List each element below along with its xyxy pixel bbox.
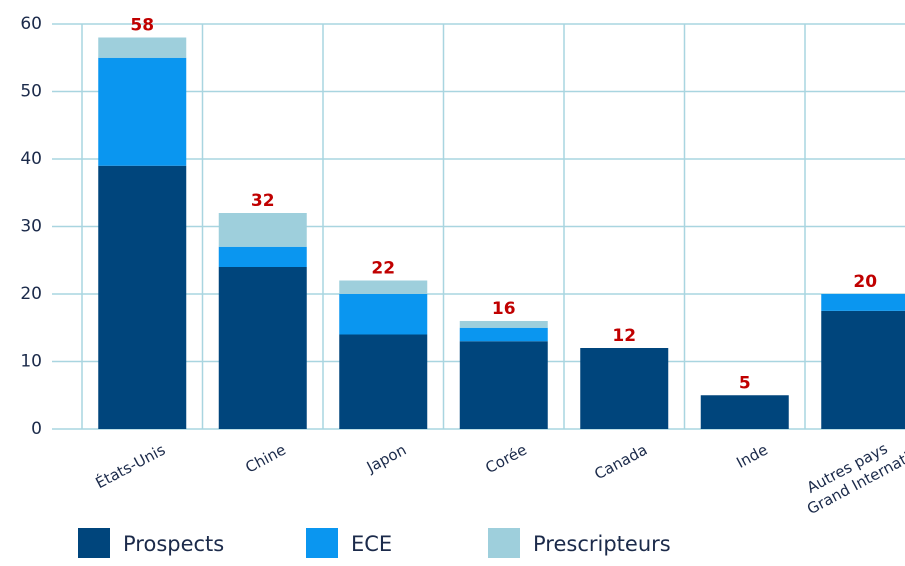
- bar-segment: [218, 213, 307, 247]
- y-tick-label: 50: [20, 82, 42, 102]
- total-label: 22: [371, 259, 395, 279]
- legend-label: ECE: [351, 532, 392, 556]
- x-tick-label: États-Unis: [92, 440, 168, 493]
- x-tick-label: Inde: [733, 441, 770, 472]
- y-tick-label: 0: [31, 419, 42, 439]
- total-label: 32: [251, 191, 275, 211]
- total-label: 16: [492, 299, 516, 319]
- total-label: 12: [612, 326, 636, 346]
- bar-segment: [339, 280, 428, 294]
- bar-segment: [98, 37, 187, 58]
- bar-segment: [580, 348, 669, 429]
- x-tick-label: Autres paysGrand International: [795, 416, 905, 517]
- x-tick-label: Canada: [591, 441, 650, 484]
- bar-segment: [821, 294, 905, 311]
- y-tick-label: 30: [20, 217, 42, 237]
- legend-label: Prescripteurs: [533, 532, 671, 556]
- bar-segment: [339, 294, 428, 335]
- legend-label: Prospects: [123, 532, 224, 556]
- legend-swatch: [488, 528, 520, 558]
- bar-segment: [98, 165, 187, 429]
- bar-segment: [339, 334, 428, 429]
- bar-segment: [459, 341, 548, 429]
- x-tick-label: Corée: [482, 441, 529, 478]
- y-tick-label: 40: [20, 149, 42, 169]
- bar-segment: [459, 321, 548, 328]
- bar-segment: [821, 310, 905, 429]
- bar-segment: [98, 57, 187, 166]
- x-tick-label: Japon: [363, 441, 409, 477]
- x-tick-label: Chine: [242, 441, 288, 477]
- bar-segment: [700, 395, 789, 429]
- legend-swatch: [78, 528, 110, 558]
- y-tick-label: 60: [20, 14, 42, 34]
- total-label: 20: [853, 272, 877, 292]
- bar-segment: [218, 267, 307, 429]
- bar-segment: [218, 246, 307, 267]
- total-label: 5: [739, 373, 751, 393]
- bar-segment: [459, 327, 548, 342]
- y-tick-label: 20: [20, 284, 42, 304]
- total-label: 58: [130, 16, 154, 36]
- legend-swatch: [306, 528, 338, 558]
- y-tick-label: 10: [20, 352, 42, 372]
